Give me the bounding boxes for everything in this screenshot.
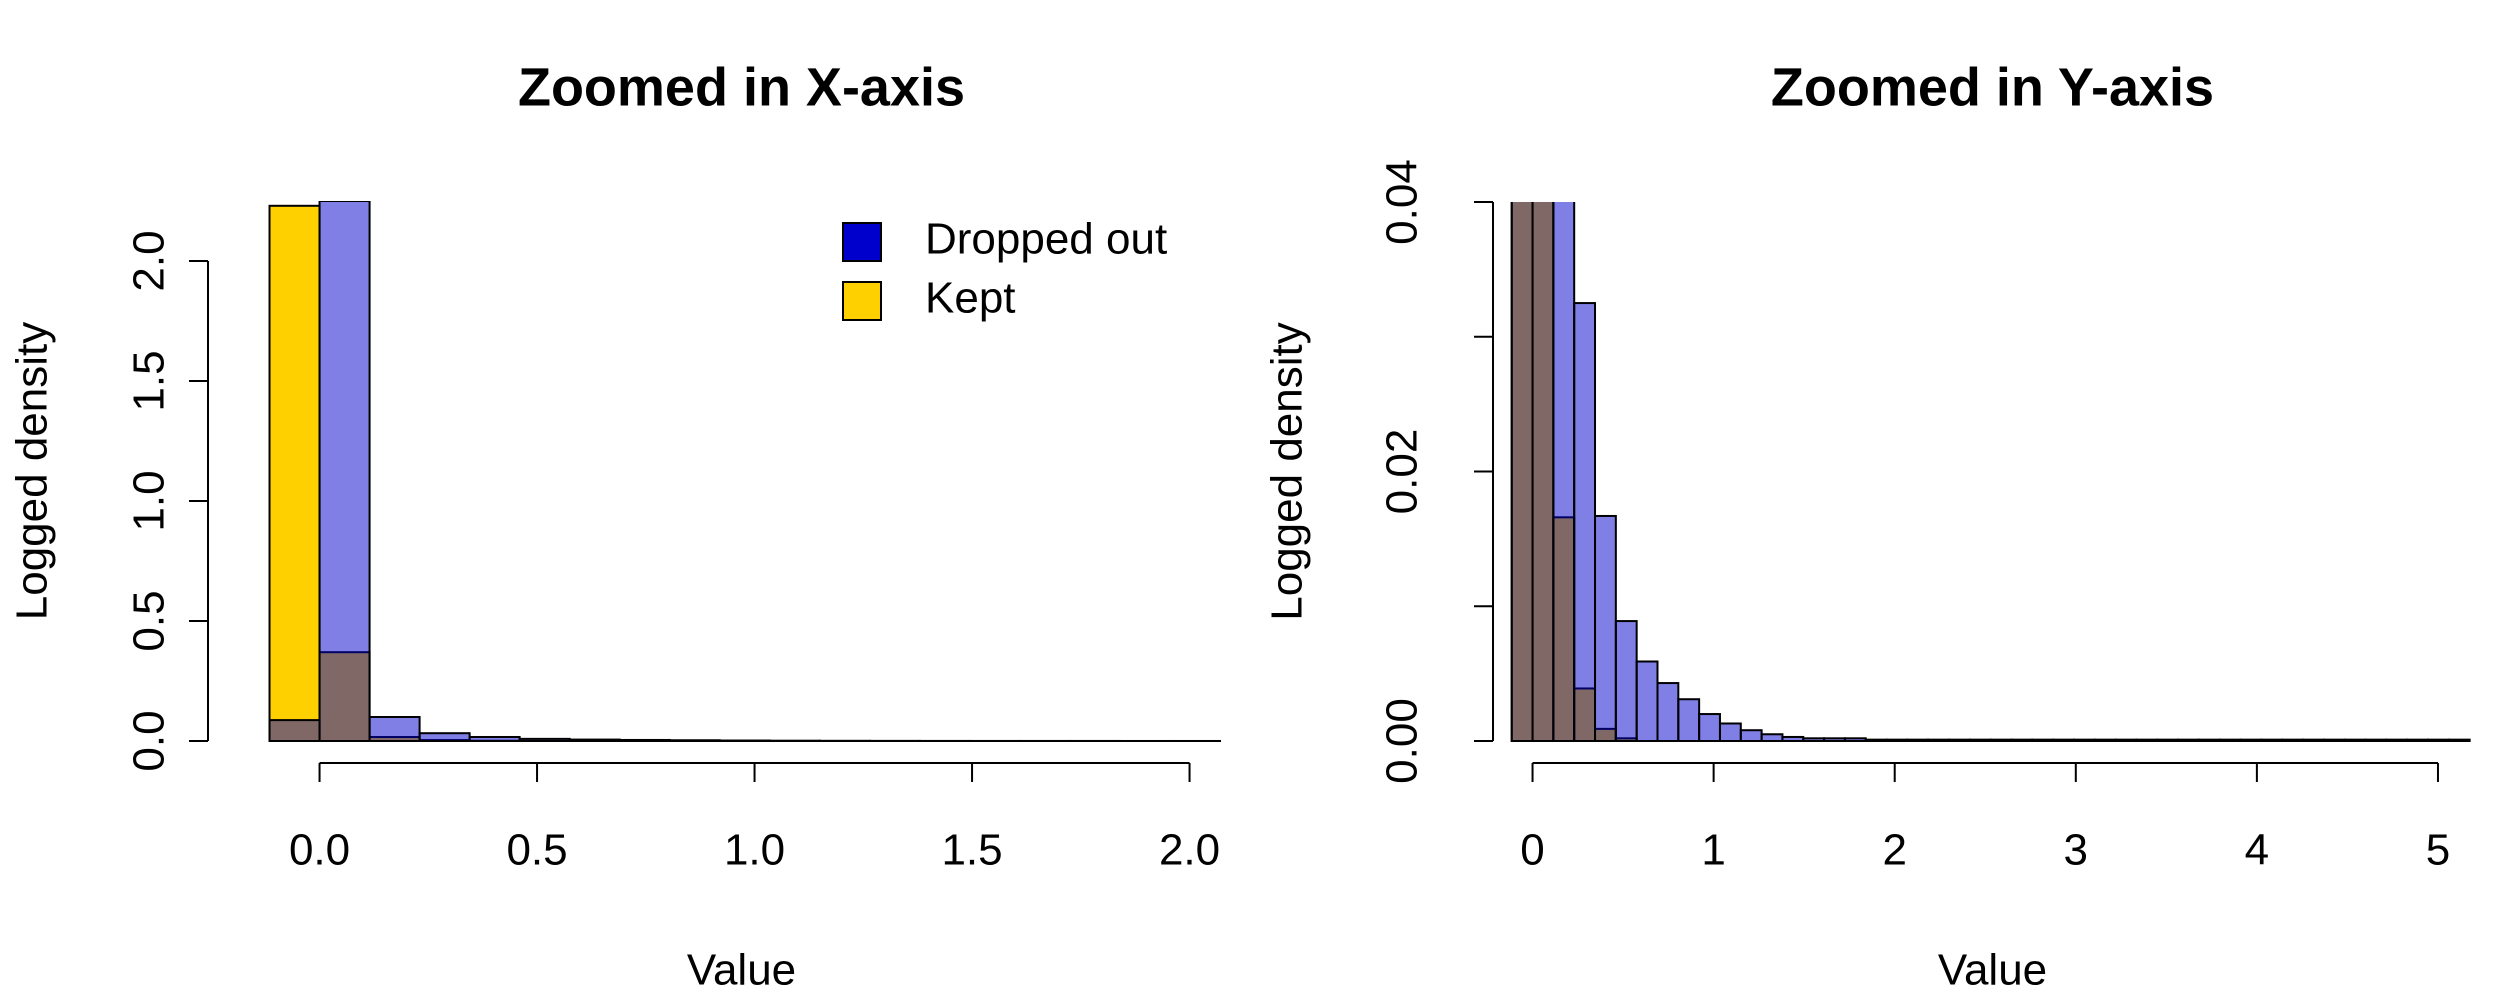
bar <box>1531 202 1555 742</box>
y-tick-label: 0.00 <box>1378 698 1427 784</box>
bar <box>268 719 321 742</box>
legend: Dropped out Kept <box>842 215 1167 323</box>
x-tick-label: 2.0 <box>1159 826 1220 875</box>
bar <box>1635 660 1659 742</box>
chart-title: Zoomed in X-axis <box>518 57 965 117</box>
panel: Zoomed in X-axis Value Logged density 0.0 0.… <box>8 57 1221 995</box>
x-tick-label: 1 <box>1701 826 1725 875</box>
panel: Zoomed in Y-axis Value Logged density 0 1 2 3 4… <box>1263 57 2471 995</box>
y-tick-label: 0.04 <box>1378 159 1427 245</box>
y-axis-label: Logged density <box>8 322 57 620</box>
bar <box>1552 202 1576 742</box>
y-tick-label: 0.0 <box>125 710 174 771</box>
chart-title: Zoomed in Y-axis <box>1771 57 2214 117</box>
x-tick-label: 0.5 <box>506 826 567 875</box>
bars <box>268 201 1221 743</box>
bar <box>1739 729 1763 742</box>
bar <box>1656 682 1680 742</box>
x-axis-label: Value <box>1938 946 2047 995</box>
legend-swatch <box>842 281 882 321</box>
y-tick-label: 2.0 <box>125 230 174 291</box>
x-tick-label: 2 <box>1882 826 1906 875</box>
y-tick-label: 1.0 <box>125 470 174 531</box>
x-tick-label: 4 <box>2245 826 2269 875</box>
x-tick-label: 5 <box>2426 826 2450 875</box>
y-tick-label: 0.5 <box>125 590 174 651</box>
legend-label: Kept <box>925 274 1016 323</box>
bar <box>1614 620 1638 743</box>
x-tick-label: 0 <box>1520 826 1544 875</box>
bar <box>1718 722 1742 742</box>
y-tick-label: 0.02 <box>1378 429 1427 515</box>
bar <box>418 732 471 743</box>
x-tick-label: 1.5 <box>941 826 1002 875</box>
bar <box>1760 733 1784 743</box>
bar <box>318 201 371 742</box>
bar <box>1677 698 1701 742</box>
y-tick-label: 1.5 <box>125 350 174 411</box>
x-axis-label: Value <box>687 946 796 995</box>
x-tick-label: 1.0 <box>724 826 785 875</box>
bar <box>368 716 421 742</box>
bar <box>1510 202 1534 742</box>
bar <box>1573 302 1597 742</box>
legend-swatch <box>842 222 882 262</box>
bar <box>268 204 321 743</box>
x-tick-label: 3 <box>2064 826 2088 875</box>
y-axis-label: Logged density <box>1263 322 1312 620</box>
legend-label: Dropped out <box>925 215 1167 264</box>
bar <box>1594 514 1617 743</box>
x-tick-label: 0.0 <box>289 826 350 875</box>
bar <box>1698 713 1721 742</box>
